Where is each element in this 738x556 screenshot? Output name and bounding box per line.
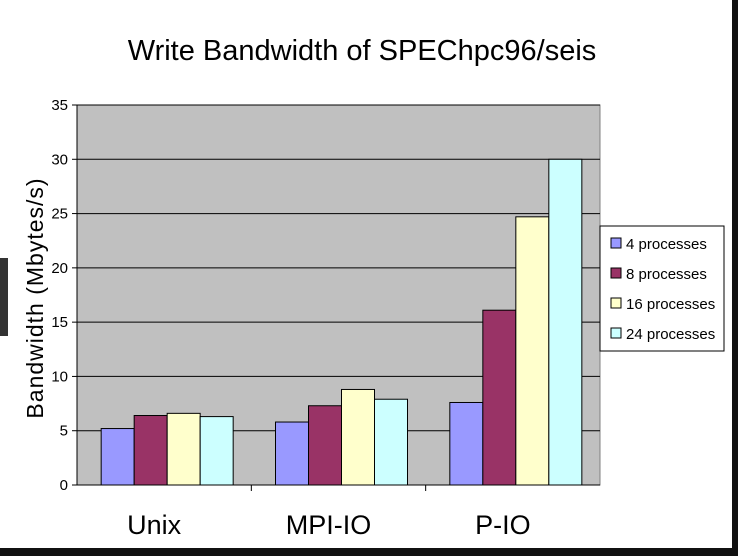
side-handle[interactable] xyxy=(0,258,8,336)
plot-area: 0 5 10 15 20 25 30 35 Unix MPI-IO P-IO xyxy=(51,97,601,540)
y-tick-label: 30 xyxy=(51,151,68,168)
legend-swatch xyxy=(610,237,622,249)
x-category-label: P-IO xyxy=(475,510,531,540)
x-category-label: Unix xyxy=(127,510,182,540)
y-tick-label: 35 xyxy=(51,97,68,114)
legend-swatch xyxy=(610,297,622,309)
bar xyxy=(199,416,234,486)
y-tick-label: 0 xyxy=(60,477,68,494)
bar xyxy=(133,415,168,486)
legend-entry: 8 processes xyxy=(626,266,707,283)
bar xyxy=(100,428,135,486)
y-tick-label: 25 xyxy=(51,206,68,223)
y-axis-label: Bandwidth (Mbytes/s) xyxy=(22,177,48,418)
x-category-label: MPI-IO xyxy=(286,510,372,540)
legend-swatch xyxy=(610,267,622,279)
bar xyxy=(341,388,375,486)
chart-title: Write Bandwidth of SPEChpc96/seis xyxy=(128,35,597,67)
y-tick-label: 5 xyxy=(60,423,68,440)
bar-chart: Write Bandwidth of SPEChpc96/seis 0 5 10 15… xyxy=(22,35,725,540)
bar xyxy=(166,412,201,486)
bar xyxy=(308,405,342,486)
legend: 4 processes 8 processes 16 processes 24 pro… xyxy=(599,225,725,352)
legend-swatch xyxy=(610,327,622,339)
bar xyxy=(374,398,408,486)
y-tick-label: 15 xyxy=(51,314,68,331)
bar xyxy=(548,158,583,486)
y-tick-label: 20 xyxy=(51,260,68,277)
legend-entry: 24 processes xyxy=(626,326,715,343)
legend-entry: 16 processes xyxy=(626,296,715,313)
y-tick-label: 10 xyxy=(51,368,68,385)
bar xyxy=(275,421,309,486)
bar xyxy=(482,309,517,486)
bar xyxy=(515,216,550,486)
legend-entry: 4 processes xyxy=(626,236,707,253)
bar xyxy=(449,401,484,486)
